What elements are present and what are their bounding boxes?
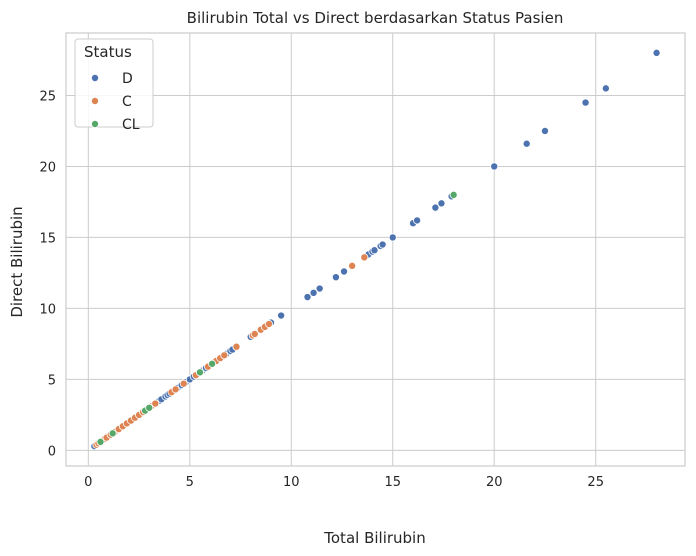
y-tick-label: 25 <box>39 89 56 104</box>
data-point <box>540 126 549 135</box>
x-tick-label: 0 <box>84 475 92 490</box>
data-point <box>522 139 531 148</box>
data-point <box>449 190 458 199</box>
legend-label: D <box>122 71 133 87</box>
x-tick-label: 5 <box>186 475 194 490</box>
data-point <box>208 359 217 368</box>
x-tick-label: 10 <box>283 475 300 490</box>
legend-marker <box>91 74 100 83</box>
y-tick-label: 10 <box>39 302 56 317</box>
y-tick-label: 15 <box>39 231 56 246</box>
data-point <box>348 261 357 270</box>
y-tick-label: 0 <box>48 444 56 459</box>
data-point <box>581 98 590 107</box>
chart-title: Bilirubin Total vs Direct berdasarkan St… <box>187 9 564 27</box>
data-point <box>151 399 160 408</box>
data-point <box>431 203 440 212</box>
data-point <box>108 429 117 438</box>
data-point <box>360 253 369 262</box>
legend-marker <box>91 120 100 129</box>
x-axis-ticks: 0 5 10 15 20 25 <box>84 475 604 490</box>
data-point <box>171 385 180 394</box>
data-point <box>96 437 105 446</box>
data-point <box>378 240 387 249</box>
data-point <box>179 379 188 388</box>
legend-label: CL <box>122 117 140 133</box>
data-point <box>145 403 154 412</box>
x-axis-label: Total Bilirubin <box>323 529 425 547</box>
legend-marker <box>91 97 100 106</box>
data-point <box>652 48 661 57</box>
data-point <box>277 311 286 320</box>
x-tick-label: 20 <box>486 475 503 490</box>
y-axis-ticks: 0 5 10 15 20 25 <box>39 89 56 459</box>
plot-area <box>65 32 686 467</box>
data-point <box>220 351 229 360</box>
data-point <box>437 199 446 208</box>
grid-lines <box>66 33 685 466</box>
y-tick-label: 20 <box>39 160 56 175</box>
data-point <box>195 368 204 377</box>
data-point <box>370 246 379 255</box>
y-axis-label: Direct Bilirubin <box>8 206 26 317</box>
data-point <box>413 216 422 225</box>
legend-label: C <box>122 94 132 110</box>
data-points <box>90 48 661 451</box>
legend: Status DC CL <box>74 38 154 133</box>
data-point <box>250 329 259 338</box>
data-point <box>601 84 610 93</box>
data-point <box>331 273 340 282</box>
series-cl <box>96 190 458 446</box>
x-tick-label: 25 <box>587 475 604 490</box>
y-tick-label: 5 <box>48 373 56 388</box>
data-point <box>490 162 499 171</box>
x-tick-label: 15 <box>384 475 401 490</box>
data-point <box>340 267 349 276</box>
data-point <box>309 288 318 297</box>
legend-box <box>74 38 154 128</box>
data-point <box>315 284 324 293</box>
data-point <box>388 233 397 242</box>
legend-title: Status <box>84 43 132 61</box>
data-point <box>264 320 273 329</box>
data-point <box>303 293 312 302</box>
data-point <box>232 342 241 351</box>
